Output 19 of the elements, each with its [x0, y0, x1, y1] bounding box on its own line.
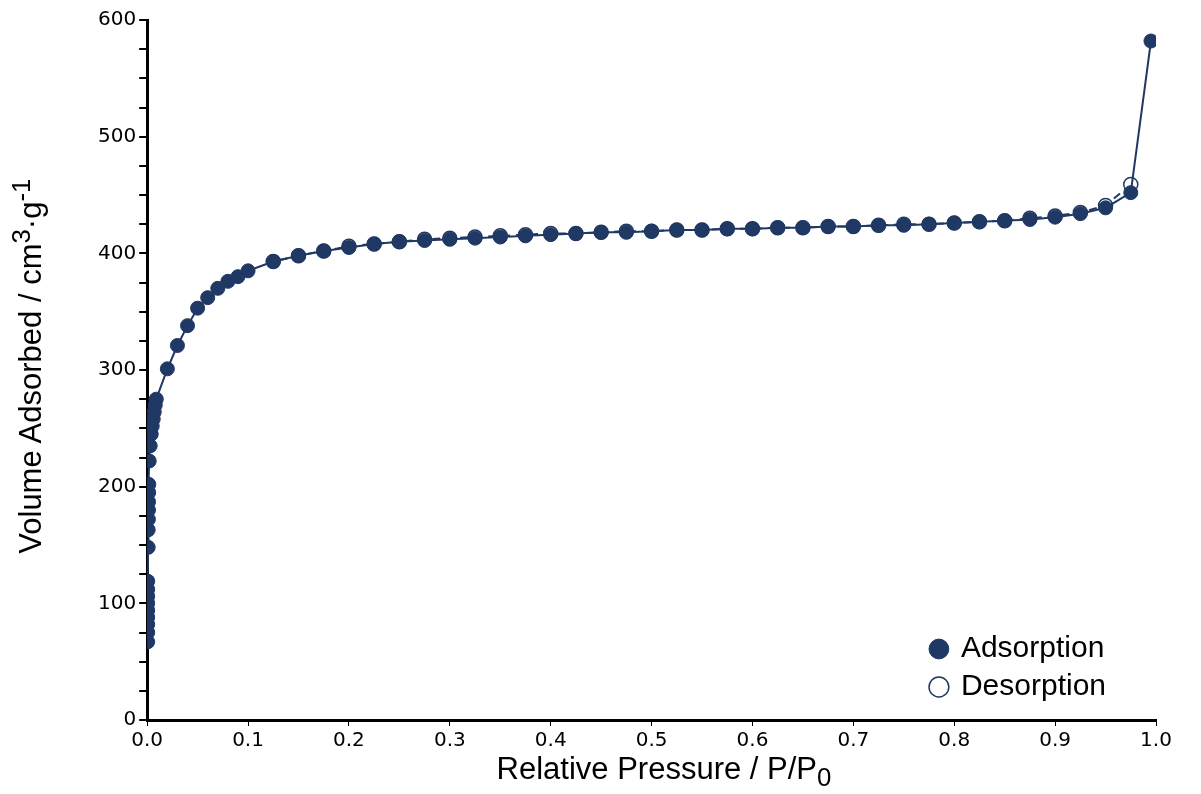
y-tick-label: 400: [97, 239, 137, 264]
x-tick-label: 0.2: [333, 727, 365, 752]
legend-label: Desorption: [960, 668, 1106, 702]
x-tick-label: 0.9: [1039, 727, 1072, 752]
x-tick-label: 0.4: [534, 727, 567, 752]
x-tick-label: 0.5: [635, 727, 668, 752]
x-tick-label: 0.1: [232, 727, 264, 752]
y-tick-label: 100: [97, 589, 137, 614]
y-tick-label: 300: [97, 356, 137, 381]
x-axis-title: Relative Pressure / P/P$_{0}$: [495, 750, 833, 792]
y-tick-label: 500: [97, 122, 137, 147]
y-tick-label: 200: [97, 472, 137, 497]
legend-label: Adsorption: [960, 630, 1105, 664]
x-tick-label: 0.7: [837, 727, 870, 752]
x-tick-label: 0.3: [433, 727, 466, 752]
y-tick-label: 600: [97, 6, 137, 31]
x-tick-label: 0.6: [736, 727, 769, 752]
x-tick-label: 1.0: [1140, 727, 1172, 752]
x-tick-label: 0.8: [938, 727, 971, 752]
